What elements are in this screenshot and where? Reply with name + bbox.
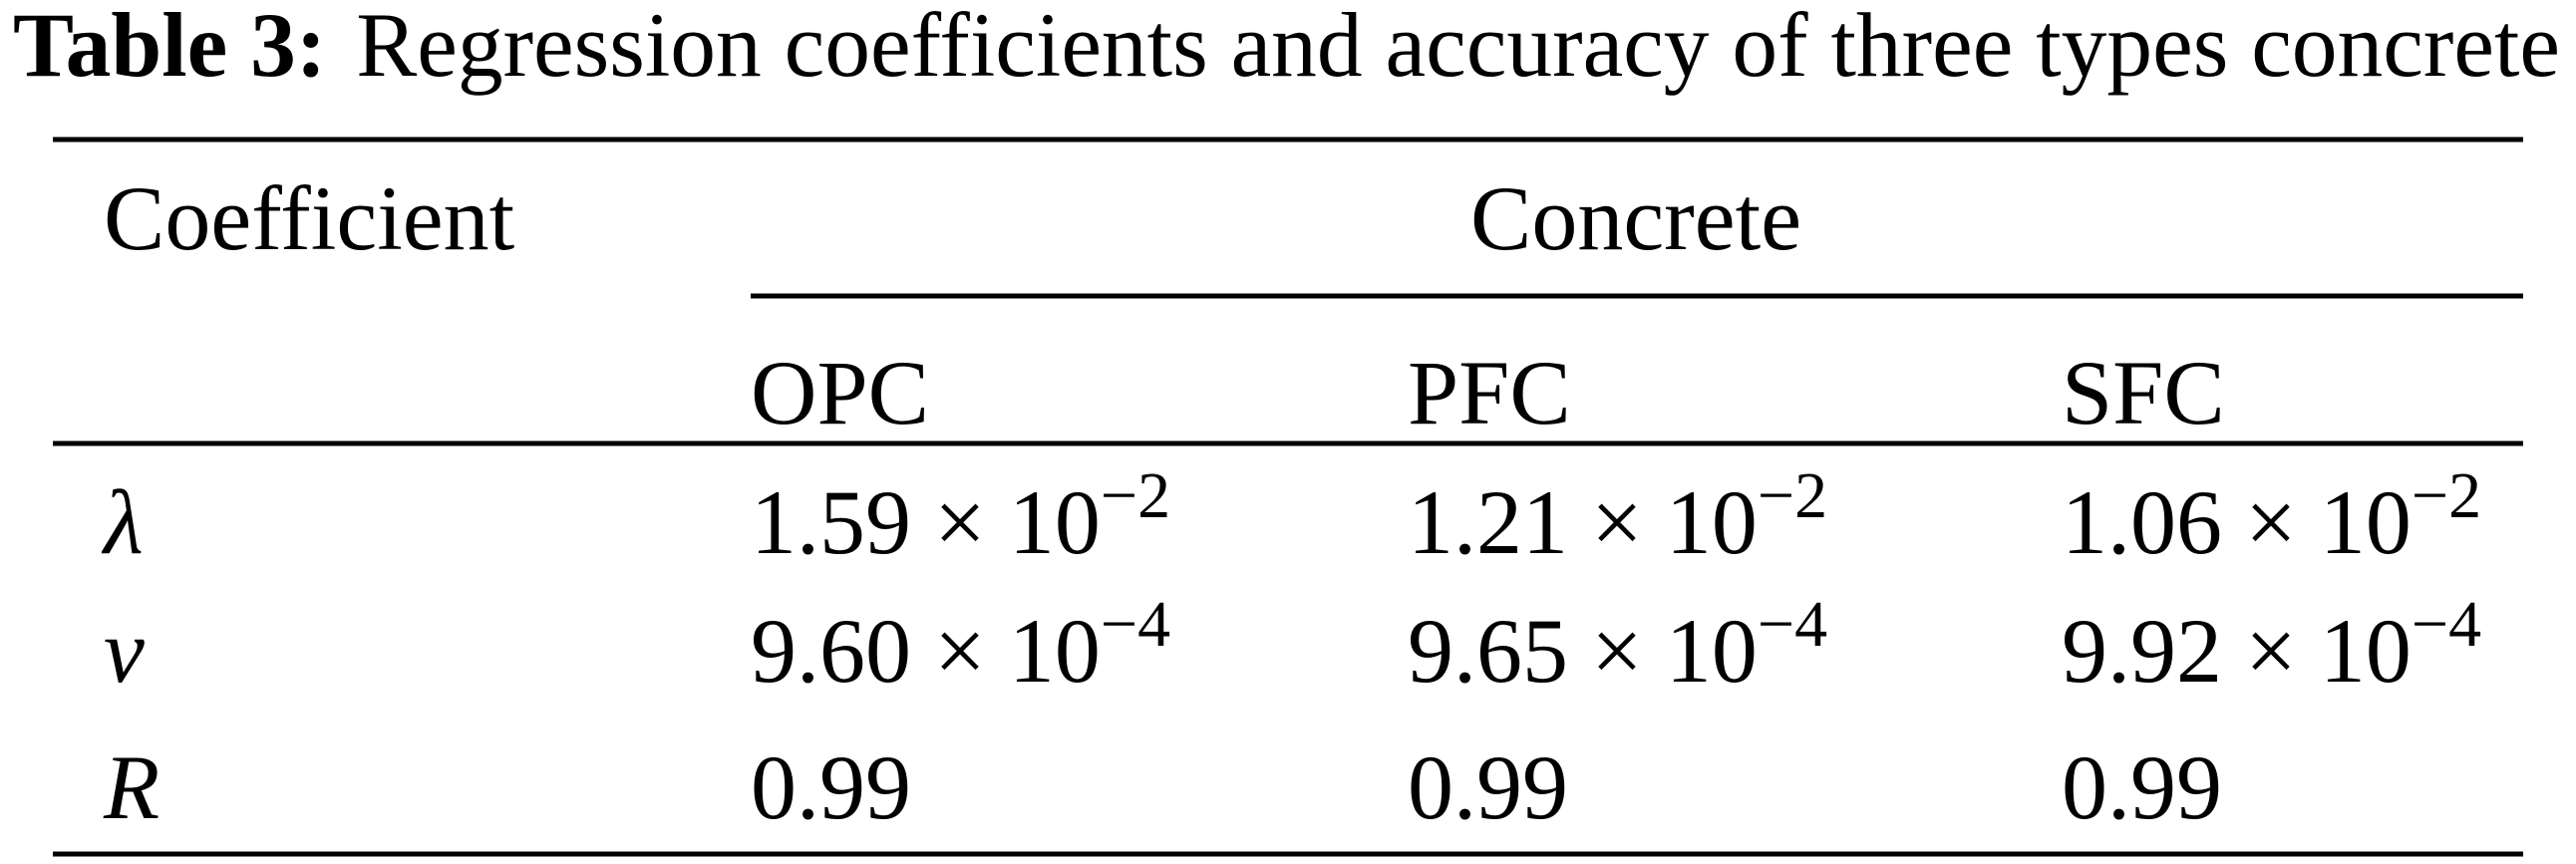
- cell-value: 0.99: [1408, 736, 1568, 838]
- cell-exponent: −2: [1758, 459, 1827, 532]
- cell-exponent: −2: [1101, 459, 1170, 532]
- cell: 9.92 × 10−4: [2062, 588, 2481, 702]
- header-cell: Coefficient: [104, 167, 515, 269]
- cell: 9.60 × 10−4: [751, 588, 1170, 702]
- cell-exponent: −4: [2412, 588, 2481, 661]
- column-header: SFC: [2062, 342, 2225, 443]
- cell-value: 0.99: [751, 736, 911, 838]
- row-symbol: v: [104, 600, 145, 702]
- column-header: PFC: [1408, 342, 1571, 443]
- group-header: Concrete: [1470, 167, 1801, 269]
- cell: 0.99: [751, 736, 911, 838]
- cell-exponent: −2: [2412, 459, 2481, 532]
- cell-value: 9.60 × 10: [751, 600, 1101, 702]
- cell-exponent: −4: [1758, 588, 1827, 661]
- column-header: OPC: [751, 342, 929, 443]
- cell: 0.99: [1408, 736, 1568, 838]
- cell-value: 9.65 × 10: [1408, 600, 1758, 702]
- cell-value: 1.21 × 10: [1408, 471, 1758, 573]
- cell-value: 1.06 × 10: [2062, 471, 2412, 573]
- row-symbol: R: [103, 736, 160, 838]
- cell: 0.99: [2062, 736, 2222, 838]
- cell-value: 0.99: [2062, 736, 2222, 838]
- row-symbol: λ: [101, 471, 144, 573]
- cell: 1.21 × 10−2: [1408, 459, 1827, 573]
- caption-label: Table 3:: [13, 0, 326, 96]
- cell-value: 1.59 × 10: [751, 471, 1101, 573]
- cell-exponent: −4: [1101, 588, 1170, 661]
- table-caption: Table 3: Regression coefficients and accu…: [13, 0, 2560, 96]
- cell: 1.59 × 10−2: [751, 459, 1170, 573]
- caption-text: Regression coefficients and accuracy of …: [356, 0, 2560, 96]
- cell: 1.06 × 10−2: [2062, 459, 2481, 573]
- cell: 9.65 × 10−4: [1408, 588, 1827, 702]
- cell-value: 9.92 × 10: [2062, 600, 2412, 702]
